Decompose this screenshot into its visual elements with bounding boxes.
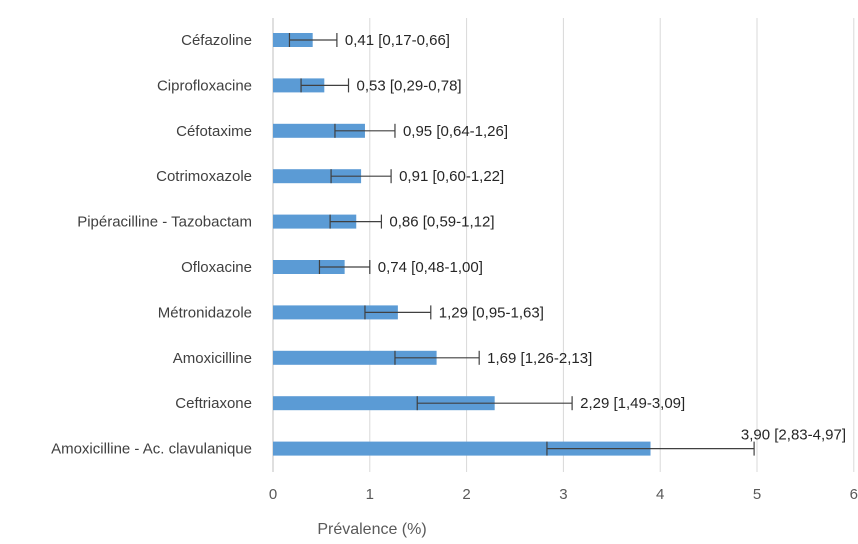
data-label: 3,90 [2,83-4,97]: [741, 427, 846, 444]
x-tick-labels: 0 1 2 3 4 5 6: [269, 486, 858, 503]
x-axis-title: Prévalence (%): [317, 521, 426, 538]
category-label: Pipéracilline - Tazobactam: [77, 214, 252, 231]
category-label: Cotrimoxazole: [156, 168, 252, 185]
x-tick-label: 4: [656, 486, 664, 503]
data-label: 2,29 [1,49-3,09]: [580, 395, 685, 412]
x-tick-label: 5: [753, 486, 761, 503]
data-label: 0,41 [0,17-0,66]: [345, 32, 450, 49]
gridlines: [272, 18, 855, 472]
bar: [273, 214, 357, 229]
x-tick-label: 1: [366, 486, 374, 503]
bars: [273, 33, 651, 456]
data-label: 0,86 [0,59-1,12]: [389, 214, 494, 231]
bar: [273, 169, 362, 184]
x-tick-label: 0: [269, 486, 277, 503]
data-label: 0,91 [0,60-1,22]: [399, 168, 504, 185]
category-label: Amoxicilline: [173, 350, 252, 367]
error-bars: [288, 33, 755, 456]
category-label: Ofloxacine: [181, 259, 252, 276]
category-label: Ceftriaxone: [175, 395, 252, 412]
category-label: Céfazoline: [181, 32, 252, 49]
data-label: 0,53 [0,29-0,78]: [357, 77, 462, 94]
category-label: Ciprofloxacine: [157, 77, 252, 94]
category-label: Amoxicilline - Ac. clavulanique: [51, 441, 252, 458]
bar: [273, 441, 651, 456]
category-labels: Céfazoline Ciprofloxacine Céfotaxime Cotrim…: [51, 32, 252, 458]
x-tick-label: 2: [462, 486, 470, 503]
data-label: 1,29 [0,95-1,63]: [439, 304, 544, 321]
data-label: 1,69 [1,26-2,13]: [487, 350, 592, 367]
category-label: Métronidazole: [158, 304, 252, 321]
bar: [273, 260, 345, 274]
bar: [273, 305, 398, 320]
x-tick-label: 6: [850, 486, 858, 503]
bar: [273, 350, 437, 365]
bar: [273, 123, 365, 138]
data-label: 0,95 [0,64-1,26]: [403, 123, 508, 140]
category-label: Céfotaxime: [176, 123, 252, 140]
data-label: 0,74 [0,48-1,00]: [378, 259, 483, 276]
bar: [273, 396, 495, 411]
bar: [273, 78, 325, 93]
x-tick-label: 3: [559, 486, 567, 503]
data-labels: 0,41 [0,17-0,66] 0,53 [0,29-0,78] 0,95 [0,…: [345, 32, 846, 444]
